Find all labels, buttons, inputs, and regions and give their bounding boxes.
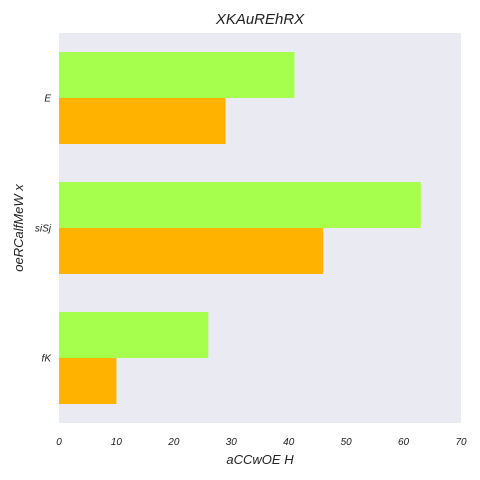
x-tick-label: 60 — [398, 437, 410, 448]
bar-fK-series-2 — [59, 358, 117, 404]
x-tick-labels: 0 10 20 30 40 50 60 70 — [56, 437, 467, 448]
chart-title: XKAuREhRX — [215, 11, 305, 28]
x-tick-label: 40 — [283, 437, 295, 448]
bars-group — [59, 52, 421, 404]
x-tick-label: 50 — [341, 437, 353, 448]
y-tick-label: fK — [42, 354, 53, 365]
x-tick-label: 0 — [56, 437, 62, 448]
y-axis-label: oeRCalfMeW x — [11, 184, 26, 272]
bar-E-series-2 — [59, 98, 226, 144]
x-axis-label: aCCwOE H — [226, 452, 294, 467]
x-tick-label: 10 — [111, 437, 123, 448]
bar-siSj-series-2 — [59, 228, 324, 274]
x-tick-label: 30 — [226, 437, 238, 448]
bar-siSj-series-1 — [59, 182, 421, 228]
y-tick-label: siSj — [35, 224, 52, 235]
x-tick-label: 70 — [455, 437, 467, 448]
x-tick-label: 20 — [167, 437, 180, 448]
y-tick-label: E — [44, 94, 51, 105]
bar-E-series-1 — [59, 52, 295, 98]
bar-fK-series-1 — [59, 312, 209, 358]
